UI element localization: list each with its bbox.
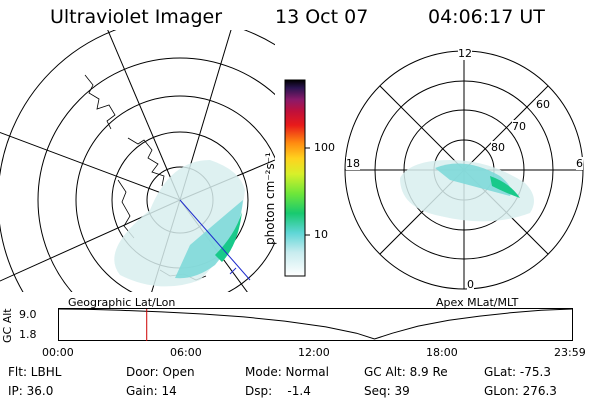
mlt-label-6: 6 xyxy=(576,157,583,170)
colorbar-tick-100: 100 xyxy=(314,141,335,154)
mlat-label-70: 70 xyxy=(512,120,526,133)
x-tick-1800: 18:00 xyxy=(426,346,458,359)
colorbar xyxy=(284,79,310,277)
mlt-label-12: 12 xyxy=(458,47,472,60)
timeline-y-label: GC Alt xyxy=(1,308,14,343)
timeline-left-title: Geographic Lat/Lon xyxy=(68,296,176,309)
gain-info: Gain: 14 xyxy=(126,384,177,398)
date-label: 13 Oct 07 xyxy=(275,6,369,28)
lat-circle xyxy=(37,57,275,292)
timeline-y-tick-top: 9.0 xyxy=(19,308,37,321)
sub-track-line xyxy=(179,199,251,281)
x-tick-0000: 00:00 xyxy=(42,346,74,359)
ip-info: IP: 36.0 xyxy=(8,384,54,398)
door-info: Door: Open xyxy=(126,365,195,379)
geographic-map xyxy=(0,30,275,292)
polar-aurora-bright xyxy=(490,176,520,198)
polar-plot xyxy=(344,50,584,290)
timeline-y-tick-bottom: 1.8 xyxy=(19,328,37,341)
timeline-right-title: Apex MLat/MLT xyxy=(436,296,519,309)
dsp-info: Dsp: -1.4 xyxy=(245,384,311,398)
timeline-plot xyxy=(58,308,573,341)
colorbar-tick-10: 10 xyxy=(314,228,328,241)
x-tick-1200: 12:00 xyxy=(298,346,330,359)
altitude-curve xyxy=(58,308,573,340)
mode-info: Mode: Normal xyxy=(245,365,329,379)
polar-aurora-mid xyxy=(435,163,512,196)
glon-info: GLon: 276.3 xyxy=(484,384,557,398)
x-tick-2359: 23:59 xyxy=(554,346,586,359)
seq-info: Seq: 39 xyxy=(364,384,410,398)
aurora-mid xyxy=(175,200,243,279)
lat-circle xyxy=(75,95,275,292)
mlat-label-80: 80 xyxy=(491,141,505,154)
time-label: 04:06:17 UT xyxy=(428,6,545,28)
aurora-bright xyxy=(215,212,242,262)
glat-info: GLat: -75.3 xyxy=(484,365,551,379)
instrument-title: Ultraviolet Imager xyxy=(50,6,223,28)
filter-info: Flt: LBHL xyxy=(8,365,62,379)
mlt-label-18: 18 xyxy=(346,157,360,170)
polar-aurora-faint xyxy=(400,160,534,222)
x-tick-0600: 06:00 xyxy=(170,346,202,359)
gc-alt-info: GC Alt: 8.9 Re xyxy=(364,365,448,379)
mlat-label-60: 60 xyxy=(536,98,550,111)
mlt-label-0: 0 xyxy=(467,278,474,291)
colorbar-label: photon cm⁻²s⁻¹ xyxy=(263,152,277,245)
